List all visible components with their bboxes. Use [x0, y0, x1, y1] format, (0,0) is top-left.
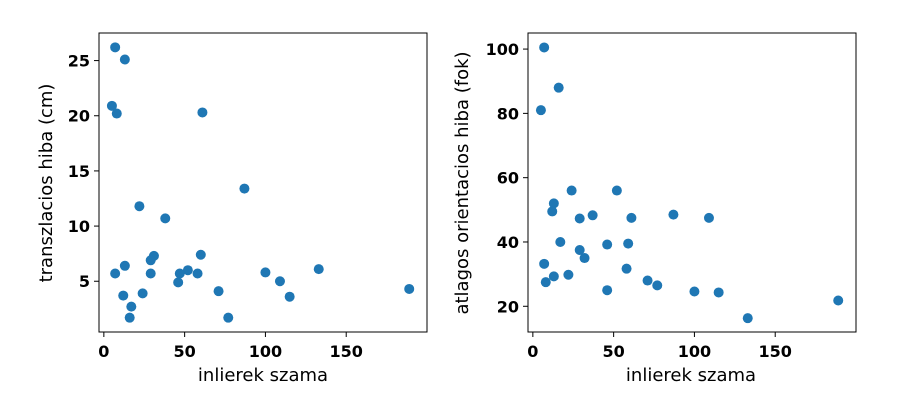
left-data-point: [182, 265, 193, 276]
right-data-point: [611, 185, 622, 196]
left-x-tick-label: 150: [330, 342, 363, 361]
left-data-point: [124, 312, 135, 323]
right-data-point: [668, 209, 679, 220]
right-data-point: [555, 236, 566, 247]
left-y-tick-label: 25: [68, 52, 90, 71]
left-data-point: [106, 100, 117, 111]
right-data-point: [539, 258, 550, 269]
right-data-point: [703, 212, 714, 223]
right-data-point: [539, 42, 550, 53]
right-data-point: [587, 210, 598, 221]
left-data-point: [137, 288, 148, 299]
left-plot-frame: [98, 32, 428, 333]
right-data-point: [742, 313, 753, 324]
left-data-point: [192, 268, 203, 279]
right-x-tick-label: 150: [759, 342, 792, 361]
left-data-point: [119, 260, 130, 271]
left-data-point: [404, 283, 415, 294]
left-data-point: [160, 213, 171, 224]
right-data-point: [642, 275, 653, 286]
left-data-point: [110, 42, 121, 53]
left-data-point: [134, 201, 145, 212]
left-y-tick-label: 10: [68, 217, 90, 236]
right-data-point: [602, 285, 613, 296]
left-x-tick-label: 0: [98, 342, 109, 361]
right-data-point: [621, 263, 632, 274]
right-data-point: [713, 287, 724, 298]
left-scatter-chart: inlierek szama transzlacios hiba (cm) 0 5…: [36, 32, 428, 386]
right-data-point: [553, 82, 564, 93]
left-data-point: [284, 291, 295, 302]
left-y-tick-label: 20: [68, 107, 90, 126]
right-data-point: [540, 277, 551, 288]
left-data-point: [111, 108, 122, 119]
right-data-point: [602, 239, 613, 250]
left-data-point: [260, 267, 271, 278]
right-y-axis-label: atlagos orientacios hiba (fok): [452, 51, 473, 314]
right-data-point: [579, 253, 590, 264]
left-y-tick-label: 5: [79, 272, 90, 291]
right-data-point: [574, 245, 585, 256]
left-data-point: [197, 107, 208, 118]
right-data-point: [626, 212, 637, 223]
left-data-point: [173, 277, 184, 288]
left-x-tick-label: 50: [174, 342, 196, 361]
right-plot-frame: [527, 32, 857, 333]
right-data-point: [535, 105, 546, 116]
left-y-tick-label: 15: [68, 162, 90, 181]
left-data-point: [274, 276, 285, 287]
right-y-tick-label: 100: [486, 40, 519, 59]
left-data-point: [119, 54, 130, 65]
left-data-point: [223, 312, 234, 323]
left-data-point: [313, 264, 324, 275]
right-data-point: [833, 295, 844, 306]
right-data-point: [566, 185, 577, 196]
right-data-point: [623, 238, 634, 249]
left-data-point: [174, 268, 185, 279]
right-x-tick-label: 50: [603, 342, 625, 361]
right-y-tick-label: 20: [497, 297, 519, 316]
left-x-tick-label: 100: [249, 342, 282, 361]
right-data-point: [547, 206, 558, 217]
left-y-axis-label: transzlacios hiba (cm): [36, 84, 57, 283]
left-data-point: [213, 286, 224, 297]
right-x-tick-label: 0: [527, 342, 538, 361]
left-data-point: [145, 268, 156, 279]
right-data-point: [548, 198, 559, 209]
right-data-point: [548, 271, 559, 282]
right-data-point: [574, 213, 585, 224]
right-x-tick-label: 100: [678, 342, 711, 361]
right-scatter-chart: inlierek szama atlagos orientacios hiba …: [452, 32, 857, 386]
left-data-point: [110, 268, 121, 279]
left-data-point: [239, 183, 250, 194]
right-y-tick-label: 60: [497, 169, 519, 188]
left-data-point: [126, 301, 137, 312]
right-data-point: [563, 269, 574, 280]
right-data-point: [689, 286, 700, 297]
left-data-point: [195, 249, 206, 260]
right-x-axis-label: inlierek szama: [626, 365, 756, 386]
left-x-axis-label: inlierek szama: [198, 365, 328, 386]
left-data-point: [118, 290, 129, 301]
right-y-tick-label: 40: [497, 233, 519, 252]
left-data-point: [145, 255, 156, 266]
right-data-point: [652, 280, 663, 291]
right-y-tick-label: 80: [497, 104, 519, 123]
